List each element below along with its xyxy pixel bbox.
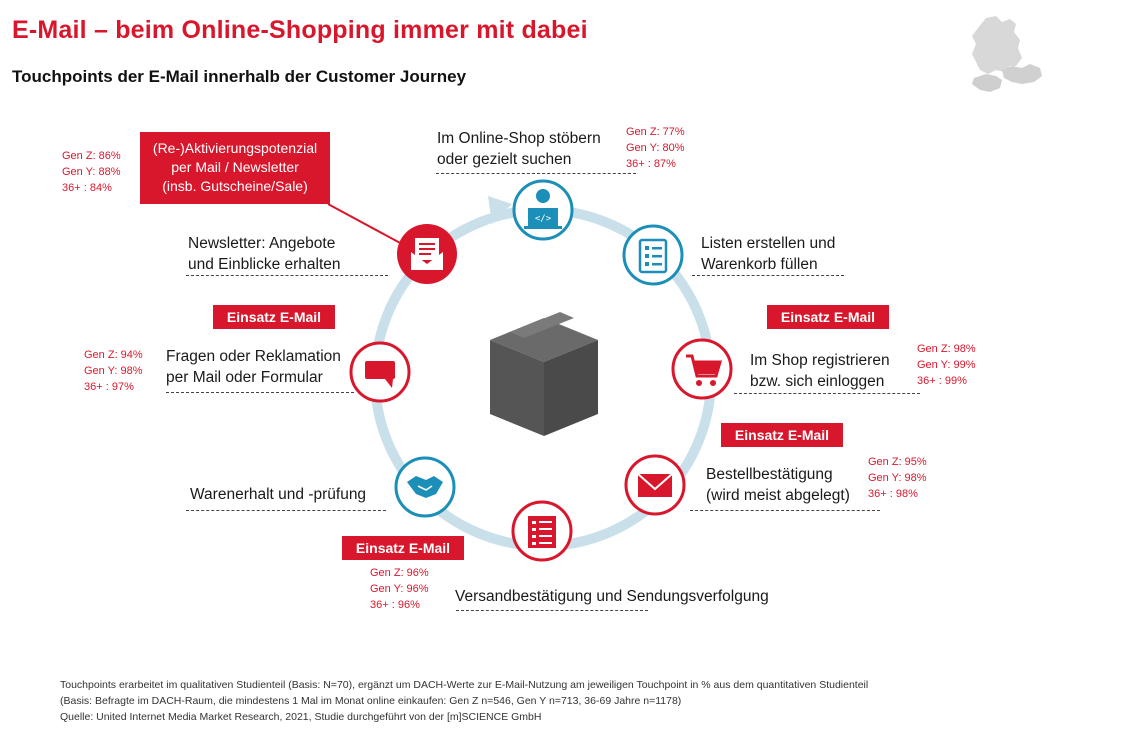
reactivation-line3: (insb. Gutscheine/Sale) — [162, 178, 308, 194]
footer-notes: Touchpoints erarbeitet im qualitativen S… — [60, 677, 868, 725]
shopping-cart-icon — [671, 338, 733, 400]
reactivation-line1: (Re-)Aktivierungspotenzial — [152, 140, 318, 156]
dach-map-icon — [972, 16, 1042, 92]
page-title: E-Mail – beim Online-Shopping immer mit … — [12, 16, 588, 44]
browse-underline — [436, 173, 636, 174]
reactivation-connector — [327, 203, 403, 245]
chat-bubble-icon — [349, 341, 411, 403]
handshake-icon — [394, 456, 456, 518]
footer-source: Quelle: United Internet Media Market Res… — [60, 711, 542, 723]
shipping-badge: Einsatz E-Mail — [342, 536, 464, 560]
confirmation-underline — [690, 510, 880, 511]
person-laptop-icon: </> — [512, 179, 574, 241]
confirmation-label: Bestellbestätigung (wird meist abgelegt) — [706, 466, 850, 504]
package-box-icon — [490, 312, 598, 436]
reactivation-box: (Re-)Aktivierungspotenzial per Mail / Ne… — [140, 132, 330, 204]
list-label: Listen erstellen und Warenkorb füllen — [701, 235, 836, 273]
newsletter-icon — [397, 224, 457, 284]
register-badge: Einsatz E-Mail — [767, 305, 889, 329]
receipt-label: Warenerhalt und -prüfung — [190, 486, 367, 503]
confirmation-stats: Gen Z: 95% Gen Y: 98% 36+ : 98% — [868, 456, 927, 500]
shipping-underline — [456, 610, 648, 611]
shipping-form-icon — [511, 500, 573, 562]
shipping-stats: Gen Z: 96% Gen Y: 96% 36+ : 96% — [370, 567, 429, 611]
newsletter-label: Newsletter: Angebote und Einblicke erhal… — [188, 235, 341, 273]
register-stats: Gen Z: 98% Gen Y: 99% 36+ : 99% — [917, 343, 976, 387]
complaint-underline — [166, 392, 354, 393]
footer-line2: (Basis: Befragte im DACH-Raum, die minde… — [60, 695, 682, 707]
list-underline — [692, 275, 844, 276]
register-underline — [734, 393, 920, 394]
complaint-label: Fragen oder Reklamation per Mail oder Fo… — [166, 348, 341, 386]
confirmation-badge: Einsatz E-Mail — [721, 423, 843, 447]
envelope-icon — [624, 454, 686, 516]
browse-label: Im Online-Shop stöbern oder gezielt such… — [437, 130, 601, 168]
newsletter-underline — [186, 275, 388, 276]
complaint-stats: Gen Z: 94% Gen Y: 98% 36+ : 97% — [84, 349, 143, 393]
svg-text:</>: </> — [535, 214, 552, 224]
receipt-underline — [186, 510, 386, 511]
complaint-badge: Einsatz E-Mail — [213, 305, 335, 329]
page-subtitle: Touchpoints der E-Mail innerhalb der Cus… — [12, 67, 467, 86]
shipping-label: Versandbestätigung und Sendungsverfolgun… — [455, 588, 769, 605]
reactivation-line2: per Mail / Newsletter — [171, 159, 299, 175]
journey-arrow-icon — [488, 196, 512, 224]
browse-stats: Gen Z: 77% Gen Y: 80% 36+ : 87% — [626, 126, 685, 170]
checklist-icon — [622, 224, 684, 286]
reactivation-stats: Gen Z: 86% Gen Y: 88% 36+ : 84% — [62, 150, 121, 194]
footer-line1: Touchpoints erarbeitet im qualitativen S… — [60, 679, 869, 691]
register-label: Im Shop registrieren bzw. sich einloggen — [750, 352, 890, 390]
